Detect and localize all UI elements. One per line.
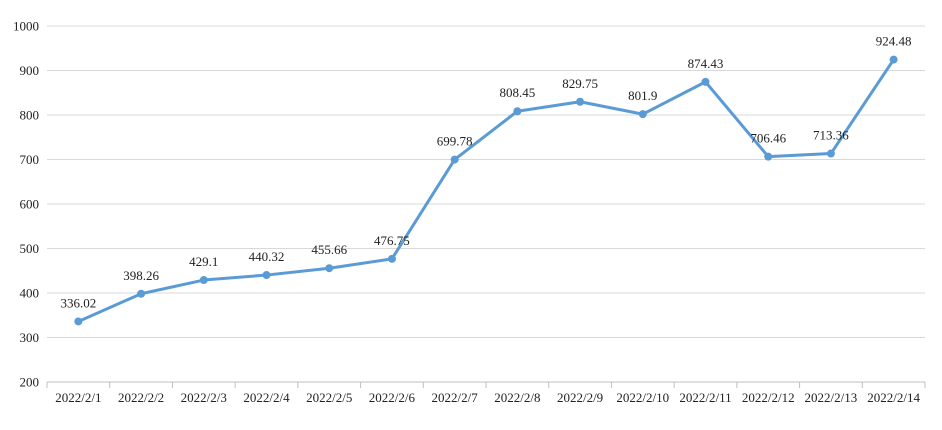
data-point (387, 254, 396, 263)
data-label: 829.75 (562, 76, 598, 91)
data-point (513, 107, 522, 116)
data-label: 801.9 (628, 88, 657, 103)
data-point (137, 289, 146, 298)
data-label: 336.02 (60, 295, 96, 310)
series-layer (74, 55, 898, 326)
data-label: 455.66 (311, 242, 347, 257)
data-point (576, 97, 585, 106)
x-tick-label: 2022/2/6 (369, 390, 416, 405)
x-tick-label: 2022/2/7 (432, 390, 479, 405)
data-point (826, 149, 835, 158)
x-tick-label: 2022/2/4 (243, 390, 290, 405)
data-point (638, 110, 647, 119)
x-tick-label: 2022/2/2 (118, 390, 164, 405)
data-point (450, 155, 459, 164)
y-tick-label: 700 (20, 152, 40, 167)
y-tick-label: 400 (20, 286, 40, 301)
data-label: 713.36 (813, 128, 849, 143)
x-tick-label: 2022/2/10 (616, 390, 669, 405)
x-tick-label: 2022/2/9 (557, 390, 603, 405)
y-tick-label: 1000 (13, 19, 39, 34)
data-label: 924.48 (876, 34, 912, 49)
y-tick-label: 500 (20, 241, 40, 256)
gridlines (47, 25, 925, 338)
data-label: 699.78 (437, 134, 473, 149)
data-label: 440.32 (249, 249, 285, 264)
y-tick-label: 900 (20, 63, 40, 78)
data-point (764, 152, 773, 161)
x-tick-label: 2022/2/5 (306, 390, 352, 405)
data-point (701, 77, 710, 86)
x-tick-label: 2022/2/14 (867, 390, 920, 405)
x-tick-label: 2022/2/12 (742, 390, 795, 405)
x-tick-label: 2022/2/11 (679, 390, 731, 405)
y-tick-label: 600 (20, 197, 40, 212)
y-tick-label: 200 (20, 375, 40, 390)
series-line (76, 58, 896, 323)
data-point (262, 271, 271, 280)
data-label: 429.1 (189, 254, 218, 269)
y-axis-ticks: 200 300 400 500 600 700 800 900 1000 (13, 19, 39, 390)
x-tick-label: 2022/2/8 (494, 390, 540, 405)
data-point (199, 276, 208, 285)
x-tick-label: 2022/2/3 (181, 390, 227, 405)
data-labels: 336.02 398.26 429.1 440.32 455.66 476.75 699.7… (60, 34, 911, 311)
data-point (74, 317, 83, 326)
y-tick-label: 800 (20, 108, 40, 123)
x-tick-label: 2022/2/13 (805, 390, 858, 405)
data-point (889, 55, 898, 64)
data-label: 874.43 (688, 56, 724, 71)
data-label: 398.26 (123, 268, 159, 283)
y-tick-label: 300 (20, 330, 40, 345)
x-axis: 2022/2/1 2022/2/2 2022/2/3 2022/2/4 2022/2/5… (46, 381, 926, 405)
data-label: 476.75 (374, 233, 410, 248)
x-tick-label: 2022/2/1 (55, 390, 101, 405)
data-point (325, 264, 334, 273)
data-label: 808.45 (499, 85, 535, 100)
data-label: 706.46 (750, 131, 786, 146)
